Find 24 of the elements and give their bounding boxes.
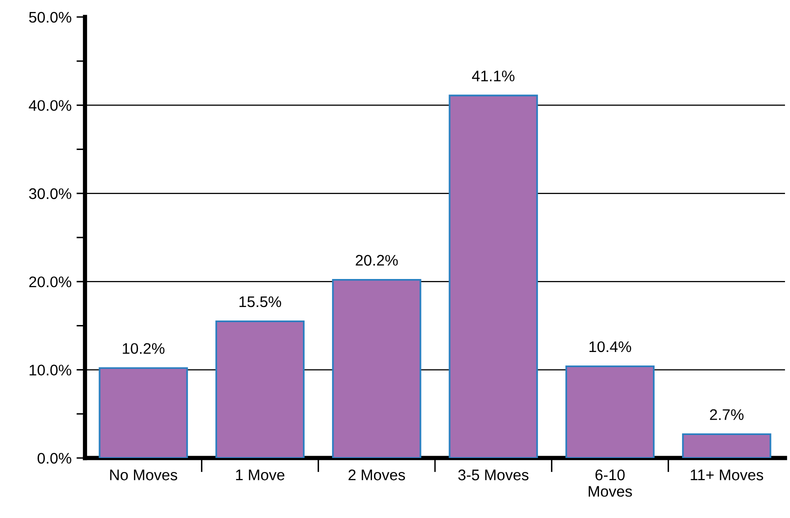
data-label: 41.1% bbox=[472, 70, 514, 82]
y-tick-label: 20.0% bbox=[29, 276, 72, 288]
data-label: 15.5% bbox=[240, 296, 282, 308]
x-tick-label: 6-10 Moves bbox=[588, 470, 632, 497]
x-tick-label: 2 Moves bbox=[348, 470, 405, 480]
y-tick-label: 30.0% bbox=[29, 188, 72, 200]
x-tick-label: No Moves bbox=[110, 470, 178, 480]
y-tick-label: 0.0% bbox=[38, 452, 72, 464]
y-tick-label: 50.0% bbox=[29, 12, 72, 23]
y-tick-label: 40.0% bbox=[28, 100, 72, 111]
y-tick-label: 10.0% bbox=[30, 364, 72, 376]
x-tick-label: 11+ Moves bbox=[690, 470, 764, 480]
x-tick-label: 3-5 Moves bbox=[458, 470, 528, 480]
data-label: 10.4% bbox=[590, 341, 632, 352]
bar bbox=[682, 433, 772, 458]
bar bbox=[565, 365, 655, 458]
bar bbox=[98, 367, 188, 458]
x-tick-label: 1 Move bbox=[236, 470, 284, 480]
bar bbox=[332, 279, 422, 458]
bar bbox=[448, 94, 538, 458]
data-label: 2.7% bbox=[710, 409, 744, 420]
data-label: 20.2% bbox=[356, 254, 398, 266]
bar bbox=[215, 320, 305, 458]
data-label: 10.2% bbox=[122, 343, 164, 354]
